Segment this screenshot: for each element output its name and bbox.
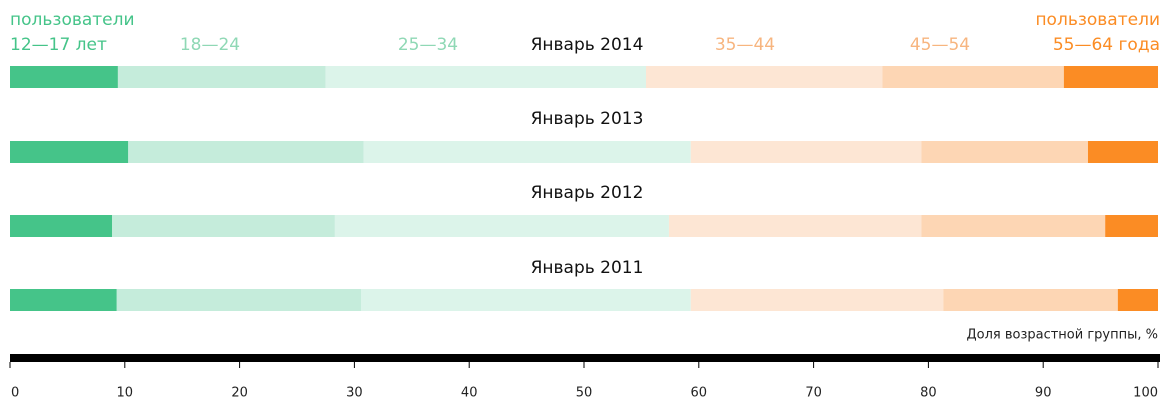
bar-segment	[882, 66, 1064, 88]
x-tick-label: 0	[11, 386, 19, 401]
bar-segment	[1063, 66, 1158, 88]
bar-segment	[10, 141, 129, 163]
legend-label: 55—64 года	[1053, 35, 1160, 55]
x-tick-label: 60	[691, 386, 708, 401]
legend-label: 25—34	[398, 35, 458, 55]
legend-prefix: пользователи	[1035, 10, 1160, 30]
bar-segment	[117, 66, 326, 88]
x-tick-label: 70	[805, 386, 822, 401]
bar-segment	[690, 289, 944, 311]
bar-segment	[325, 66, 646, 88]
legend-label: 45—54	[910, 35, 970, 55]
row-title: Январь 2012	[531, 183, 644, 203]
x-tick-label: 50	[576, 386, 593, 401]
bar-segment	[645, 66, 883, 88]
x-tick-label: 10	[117, 386, 134, 401]
legend-label: 18—24	[180, 35, 240, 55]
bar-segment	[363, 141, 691, 163]
row-title: Январь 2014	[531, 35, 644, 55]
x-tick-label: 80	[920, 386, 937, 401]
legend-label: 12—17 лет	[10, 35, 107, 55]
row-title: Январь 2011	[531, 258, 644, 278]
x-tick-label: 40	[461, 386, 478, 401]
x-tick-label: 30	[346, 386, 363, 401]
bar-segment	[112, 215, 335, 237]
bar-segment	[921, 141, 1088, 163]
x-tick-label: 100	[1133, 386, 1158, 401]
bar-segment	[10, 66, 118, 88]
legend-label: 35—44	[715, 35, 775, 55]
bar-segment	[10, 215, 113, 237]
axis-bar	[10, 354, 1160, 362]
x-tick-label: 20	[231, 386, 248, 401]
row-title: Январь 2013	[531, 109, 644, 129]
legend-prefix: пользователи	[10, 10, 135, 30]
bar-segment	[10, 289, 117, 311]
bar-segment	[690, 141, 922, 163]
bar-segment	[921, 215, 1106, 237]
bar-segment	[116, 289, 362, 311]
bar-segment	[361, 289, 691, 311]
bar-segment	[1117, 289, 1158, 311]
bar-segment	[668, 215, 922, 237]
bar-segment	[128, 141, 364, 163]
x-tick-label: 90	[1035, 386, 1052, 401]
bar-segment	[1087, 141, 1158, 163]
bar-segment	[334, 215, 669, 237]
bar-segment	[1105, 215, 1158, 237]
x-axis-label: Доля возрастной группы, %	[966, 328, 1158, 343]
bar-segment	[943, 289, 1118, 311]
